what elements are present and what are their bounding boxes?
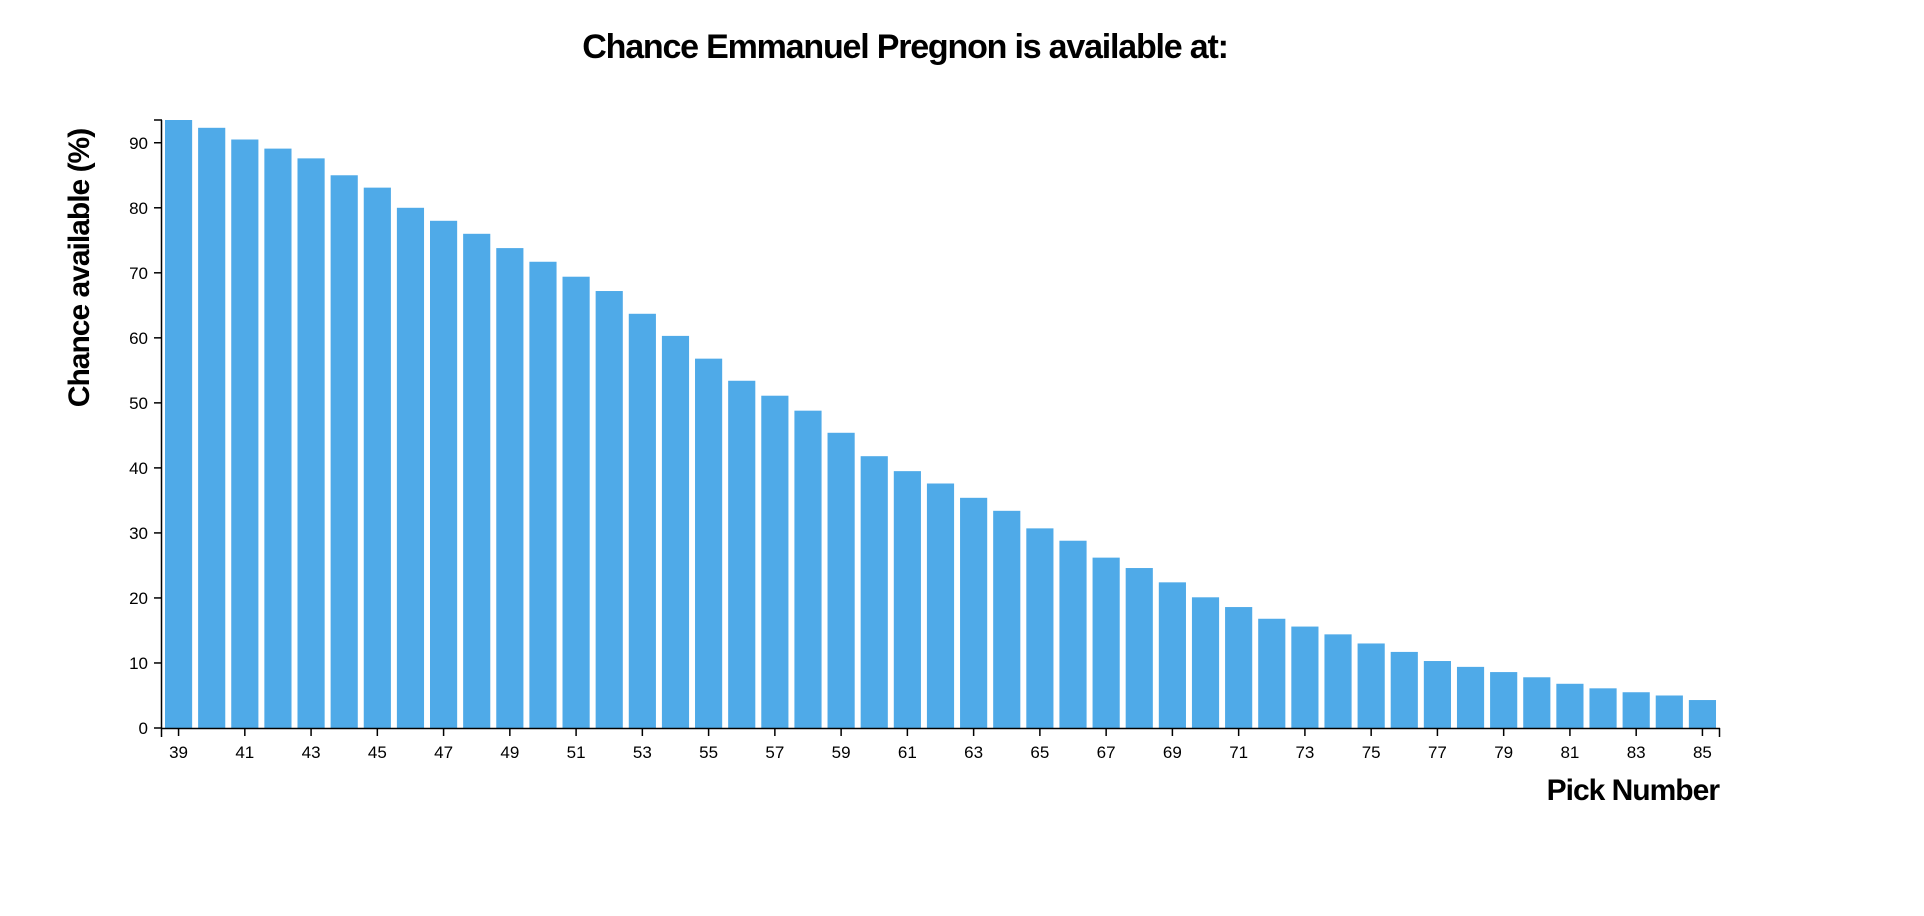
x-tick-label: 41 <box>235 743 254 762</box>
x-tick-label: 73 <box>1295 743 1314 762</box>
bar-pick-84 <box>1655 695 1683 728</box>
y-tick-label: 50 <box>129 394 148 413</box>
bar-pick-45 <box>363 187 391 728</box>
x-tick-label: 51 <box>567 743 586 762</box>
bar-pick-48 <box>463 233 491 729</box>
bar-pick-54 <box>661 335 690 728</box>
x-tick-label: 79 <box>1494 743 1513 762</box>
chart-title: Chance Emmanuel Pregnon is available at: <box>582 28 1229 66</box>
x-tick-label: 61 <box>898 743 917 762</box>
y-tick-label: 30 <box>129 524 148 543</box>
bar-pick-71 <box>1225 607 1253 728</box>
x-tick-label: 65 <box>1030 743 1049 762</box>
bar-pick-40 <box>198 127 226 729</box>
bar-pick-64 <box>993 510 1021 728</box>
y-tick-label: 0 <box>139 719 148 738</box>
bar-pick-81 <box>1556 683 1584 728</box>
bar-pick-67 <box>1092 557 1120 728</box>
bar-pick-39 <box>164 120 193 728</box>
bar-pick-66 <box>1059 540 1087 728</box>
bars-group <box>164 120 1717 729</box>
bar-pick-43 <box>297 158 325 728</box>
bar-pick-56 <box>728 380 756 728</box>
bar-pick-82 <box>1589 688 1617 728</box>
x-tick-label: 77 <box>1428 743 1447 762</box>
x-tick-label: 53 <box>633 743 652 762</box>
bar-pick-63 <box>960 497 988 728</box>
x-tick-label: 63 <box>964 743 983 762</box>
y-tick-label: 10 <box>129 654 148 673</box>
bar-pick-51 <box>562 276 590 728</box>
bar-pick-49 <box>496 248 524 728</box>
bar-pick-83 <box>1622 692 1650 728</box>
y-tick-label: 70 <box>129 264 148 283</box>
bar-pick-42 <box>264 148 292 729</box>
x-tick-label: 43 <box>302 743 321 762</box>
y-axis: 0 10 20 30 40 50 60 70 80 90 <box>129 119 163 738</box>
y-tick-label: 90 <box>129 134 148 153</box>
bar-pick-78 <box>1456 666 1485 728</box>
x-tick-label: 83 <box>1627 743 1646 762</box>
bar-pick-77 <box>1423 661 1451 728</box>
bar-pick-62 <box>926 483 955 728</box>
bar-pick-59 <box>827 432 855 728</box>
x-axis: 39 41 43 45 47 49 51 53 55 57 59 61 63 65 67 69 71 73 75 77… <box>160 727 1721 762</box>
x-tick-label: 85 <box>1693 743 1712 762</box>
bar-pick-70 <box>1191 597 1220 728</box>
bar-pick-61 <box>893 471 921 728</box>
bar-pick-79 <box>1490 672 1518 728</box>
x-tick-label: 49 <box>500 743 519 762</box>
x-tick-label: 81 <box>1560 743 1579 762</box>
bar-pick-75 <box>1357 643 1385 728</box>
bar-pick-85 <box>1688 700 1717 728</box>
x-tick-label: 39 <box>169 743 188 762</box>
bar-pick-47 <box>430 220 458 729</box>
bar-pick-65 <box>1026 528 1054 728</box>
bar-pick-55 <box>695 358 723 728</box>
bar-pick-73 <box>1291 626 1319 728</box>
bar-pick-72 <box>1258 618 1286 728</box>
bar-pick-80 <box>1523 677 1551 728</box>
bar-pick-76 <box>1390 651 1418 728</box>
y-tick-label: 20 <box>129 589 148 608</box>
bar-pick-50 <box>529 261 557 728</box>
bar-pick-44 <box>330 175 358 728</box>
y-tick-label: 60 <box>129 329 148 348</box>
x-tick-label: 71 <box>1229 743 1248 762</box>
x-tick-label: 75 <box>1362 743 1381 762</box>
bar-pick-74 <box>1324 634 1352 728</box>
bar-pick-58 <box>794 410 822 728</box>
y-tick-label: 80 <box>129 199 148 218</box>
bar-pick-69 <box>1158 582 1186 728</box>
x-tick-label: 45 <box>368 743 387 762</box>
x-tick-label: 59 <box>832 743 851 762</box>
x-tick-label: 67 <box>1097 743 1116 762</box>
x-axis-title: Pick Number <box>1546 774 1720 807</box>
bar-pick-46 <box>396 207 425 729</box>
y-tick-label: 40 <box>129 459 148 478</box>
bar-pick-53 <box>628 313 656 728</box>
x-tick-label: 57 <box>765 743 784 762</box>
x-tick-label: 55 <box>699 743 718 762</box>
bar-pick-57 <box>761 395 789 728</box>
bar-pick-41 <box>231 139 259 728</box>
bar-pick-68 <box>1125 568 1153 728</box>
bar-pick-60 <box>860 456 888 728</box>
x-tick-label: 47 <box>434 743 453 762</box>
bar-pick-52 <box>595 291 623 728</box>
x-tick-label: 69 <box>1163 743 1182 762</box>
